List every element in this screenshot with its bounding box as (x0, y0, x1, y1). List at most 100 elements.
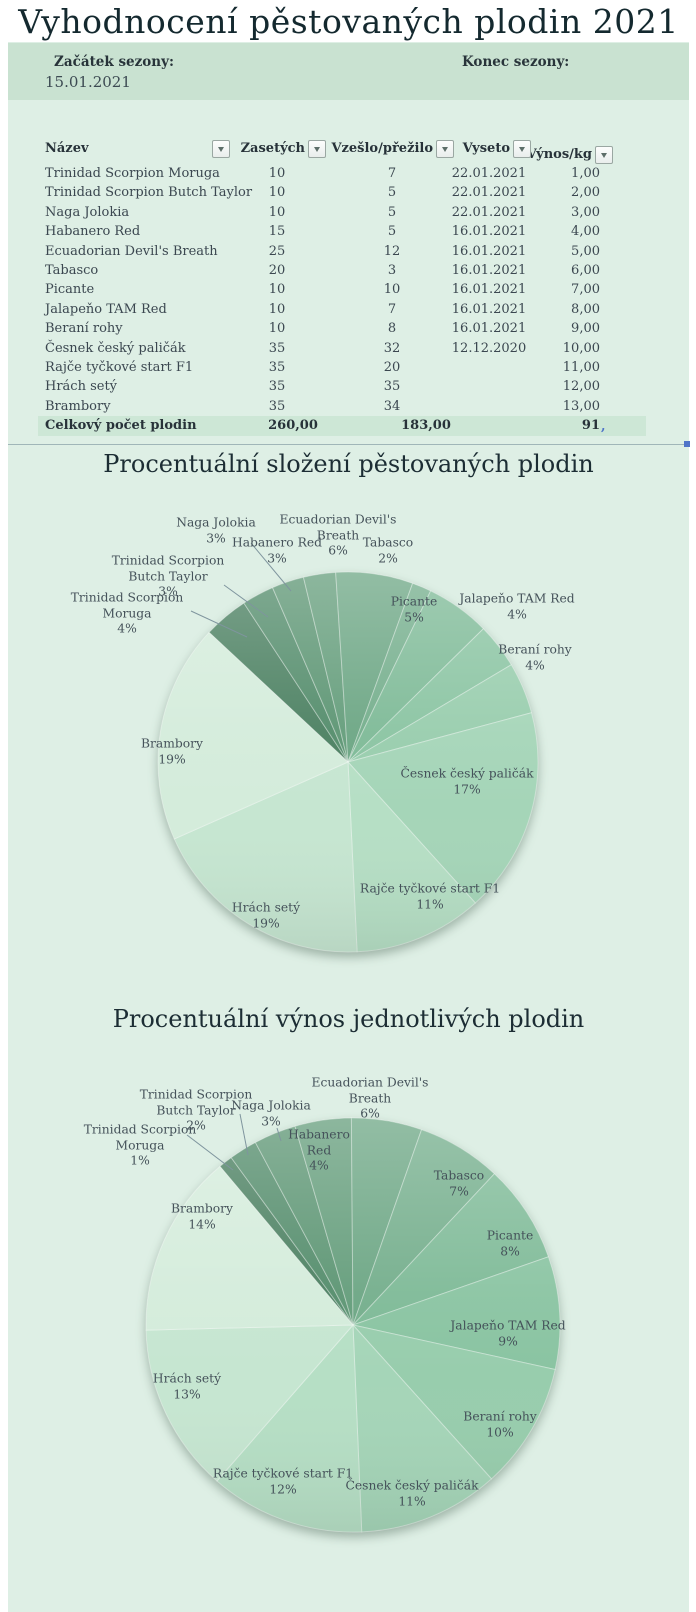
cell: 10 (268, 301, 286, 317)
cell: Beraní rohy (45, 321, 123, 337)
cell: 11,00 (562, 359, 600, 375)
cell: 10 (268, 185, 286, 201)
cell: 20 (383, 359, 401, 375)
season-start-value: 15.01.2021 (45, 73, 131, 91)
filter-dropdown-zasetych[interactable] (308, 140, 326, 158)
cell: 35 (268, 379, 286, 395)
cell: 32 (383, 340, 401, 356)
table-row: Rajče tyčkové start F1 35 20 11,00 (0, 358, 696, 377)
cell: 10 (383, 282, 401, 298)
cell: 5 (387, 185, 397, 201)
page-title: Vyhodnocení pěstovaných plodin 2021 (18, 2, 679, 41)
cell: Tabasco (45, 262, 99, 278)
pie-label: Trinidad Scorpion Butch Taylor 3% (111, 553, 225, 599)
pie-label: Jalapeňo TAM Red 9% (450, 1318, 566, 1348)
pie-label: Picante 8% (486, 1228, 534, 1258)
cell: 6,00 (571, 262, 600, 278)
pie-label: Česnek český paličák 17% (400, 766, 534, 796)
filter-dropdown-vyseto[interactable] (513, 140, 531, 158)
cell: 16.01.2021 (451, 224, 527, 240)
cell: 3,00 (571, 204, 600, 220)
cell: Jalapeňo TAM Red (45, 301, 167, 317)
season-start-label: Začátek sezony: (54, 54, 174, 70)
chart1-title: Procentuální složení pěstovaných plodin (103, 450, 594, 478)
table-row: Ecuadorian Devil's Breath 25 12 16.01.2021 5… (0, 242, 696, 261)
filter-dropdown-vzeslo-prezilo[interactable] (436, 140, 454, 158)
total-vynos: 91 (581, 418, 600, 433)
table-row: Hrách setý 35 35 12,00 (0, 377, 696, 396)
pie-label: Naga Jolokia 3% (231, 1098, 311, 1128)
cell: 5 (387, 224, 397, 240)
cell: 3 (387, 262, 397, 278)
cell: Picante (45, 282, 95, 298)
cell: Hrách setý (45, 379, 118, 395)
cell: 22.01.2021 (451, 185, 527, 201)
cell: 35 (268, 340, 286, 356)
cell: 5 (387, 204, 397, 220)
cell: 22.01.2021 (451, 166, 527, 181)
column-header-vzeslo-prezilo: Vzešlo/přežilo (331, 141, 433, 156)
column-header-zasetych: Zasetých (240, 141, 305, 156)
total-label: Celkový počet plodin (45, 418, 197, 433)
chevron-down-icon (218, 146, 224, 152)
table-row: Beraní rohy 10 8 16.01.2021 9,00 (0, 319, 696, 338)
pie-label: Naga Jolokia 3% (176, 515, 256, 545)
cell: 25 (268, 243, 286, 259)
cell: Česnek český paličák (45, 340, 186, 356)
chevron-down-icon (314, 146, 320, 152)
total-row-highlight (38, 416, 646, 436)
cell: 16.01.2021 (451, 301, 527, 317)
cell: 12.12.2020 (451, 340, 527, 356)
cell: 5,00 (571, 243, 600, 259)
section-divider (8, 444, 684, 445)
cell: 16.01.2021 (451, 282, 527, 298)
chevron-down-icon (442, 146, 448, 152)
season-end-label: Konec sezony: (462, 54, 570, 70)
cell: 15 (268, 224, 286, 240)
column-header-vyseto: Vyseto (462, 141, 510, 156)
cell: Ecuadorian Devil's Breath (45, 243, 218, 259)
cell: 1,00 (571, 166, 600, 181)
table-row: Trinidad Scorpion Moruga 10 7 22.01.2021 1,0… (0, 164, 696, 183)
chart2-title: Procentuální výnos jednotlivých plodin (112, 1005, 585, 1033)
cell: 35 (268, 359, 286, 375)
cell: 10,00 (562, 340, 600, 356)
pie-label: Beraní rohy 4% (498, 642, 572, 672)
chevron-down-icon (601, 152, 607, 158)
cell: 7,00 (571, 282, 600, 298)
cell: 13,00 (562, 398, 600, 414)
cell: 35 (268, 398, 286, 414)
pie-label: Hrách setý 13% (152, 1371, 222, 1401)
table-row: Picante 10 10 16.01.2021 7,00 (0, 280, 696, 299)
cell: 4,00 (571, 224, 600, 240)
table-rows: Trinidad Scorpion Moruga 10 7 22.01.2021 1,0… (0, 164, 696, 416)
pie-label: Hrách setý 19% (231, 900, 301, 930)
pie-label: Trinidad Scorpion Moruga 4% (70, 590, 184, 636)
cell: 22.01.2021 (451, 204, 527, 220)
season-band: Začátek sezony: 15.01.2021 Konec sezony: (8, 43, 689, 100)
cell: 10 (268, 204, 286, 220)
pie-label: Beraní rohy 10% (463, 1409, 537, 1439)
cell: 10 (268, 282, 286, 298)
table-row: Naga Jolokia 10 5 22.01.2021 3,00 (0, 203, 696, 222)
pie-label: Tabasco 2% (362, 535, 414, 565)
pie-label: Rajče tyčkové start F1 11% (359, 881, 501, 911)
pie-label: Habanero Red 3% (231, 535, 323, 565)
selection-handle (684, 441, 690, 447)
filter-dropdown-vynos-kg[interactable] (595, 146, 613, 164)
filter-dropdown-nazev[interactable] (212, 140, 230, 158)
cell: 10 (268, 321, 286, 337)
cell: Brambory (45, 398, 111, 414)
cell: 16.01.2021 (451, 243, 527, 259)
table-row: Habanero Red 15 5 16.01.2021 4,00 (0, 222, 696, 241)
column-header-vynos-kg: Výnos/kg (526, 147, 592, 162)
cell: Rajče tyčkové start F1 (45, 359, 194, 375)
cell: 8,00 (571, 301, 600, 317)
total-zasetych: 260,00 (268, 418, 318, 433)
cell-edit-marker: , (601, 419, 606, 434)
pie-label: Brambory 19% (140, 736, 204, 766)
cell: 20 (268, 262, 286, 278)
cell: Habanero Red (45, 224, 141, 240)
cell: 7 (387, 166, 397, 181)
